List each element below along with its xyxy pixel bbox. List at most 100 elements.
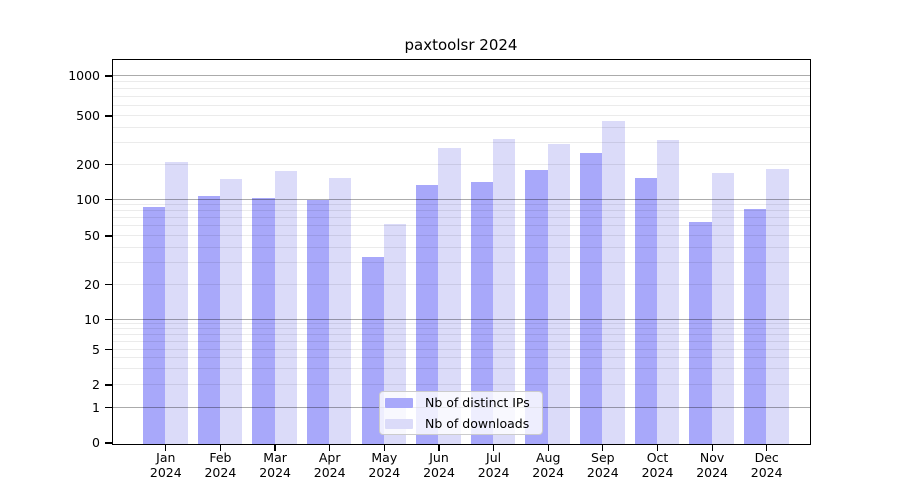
x-tick-feb bbox=[219, 444, 222, 451]
plot-area bbox=[111, 58, 811, 445]
x-tick-label-feb: Feb 2024 bbox=[204, 450, 237, 480]
y-tick-label-200: 200 bbox=[76, 156, 100, 172]
bar-distinct-ips-nov bbox=[689, 221, 712, 444]
y-tick-label-100: 100 bbox=[76, 191, 100, 207]
gridline-minor-70 bbox=[112, 217, 810, 219]
x-tick-jan bbox=[165, 444, 167, 451]
y-tick-100 bbox=[104, 198, 113, 201]
gridline-minor-5 bbox=[112, 348, 810, 350]
gridline-minor-80 bbox=[112, 210, 810, 212]
gridline-major-100 bbox=[112, 198, 810, 200]
gridline-minor-7 bbox=[112, 333, 810, 335]
x-tick-label-may: May 2024 bbox=[368, 450, 401, 480]
y-tick-label-2: 2 bbox=[92, 377, 100, 392]
bar-downloads-jan bbox=[165, 162, 188, 444]
bar-distinct-ips-jan bbox=[143, 207, 166, 444]
bar-downloads-apr bbox=[329, 177, 352, 444]
chart-title: paxtoolsr 2024 bbox=[404, 36, 518, 54]
x-tick-label-dec: Dec 2024 bbox=[750, 450, 783, 480]
y-tick-label-5: 5 bbox=[92, 341, 100, 357]
legend: Nb of distinct IPs Nb of downloads bbox=[379, 391, 543, 435]
x-tick-sep bbox=[602, 444, 604, 451]
legend-label-downloads: Nb of downloads bbox=[425, 416, 530, 431]
y-tick-200 bbox=[104, 163, 113, 166]
x-tick-label-sep: Sep 2024 bbox=[586, 450, 619, 480]
y-tick-label-50: 50 bbox=[84, 228, 100, 243]
x-tick-label-mar: Mar 2024 bbox=[259, 450, 291, 480]
gridline-minor-400 bbox=[112, 126, 810, 128]
y-tick-label-1: 1 bbox=[92, 399, 100, 415]
y-tick-1000 bbox=[104, 75, 113, 77]
bar-downloads-oct bbox=[656, 140, 680, 444]
x-tick-label-jul: Jul 2024 bbox=[477, 450, 510, 480]
gridline-major-1000 bbox=[112, 75, 810, 76]
legend-row-distinct-ips: Nb of distinct IPs bbox=[385, 394, 542, 411]
bar-distinct-ips-jul bbox=[470, 182, 494, 444]
x-tick-apr bbox=[329, 444, 331, 451]
bar-downloads-nov bbox=[711, 172, 734, 444]
y-tick-500 bbox=[104, 115, 113, 117]
x-tick-aug bbox=[547, 444, 549, 451]
gridline-major-10 bbox=[112, 318, 810, 320]
bar-downloads-feb bbox=[219, 178, 243, 444]
gridline-minor-8 bbox=[112, 328, 810, 330]
gridline-minor-6 bbox=[112, 340, 810, 342]
x-tick-jun bbox=[438, 444, 440, 451]
gridline-minor-300 bbox=[112, 142, 810, 143]
legend-swatch-distinct-ips bbox=[385, 397, 413, 408]
x-tick-oct bbox=[656, 444, 659, 451]
gridline-minor-700 bbox=[112, 95, 810, 97]
bar-distinct-ips-dec bbox=[743, 208, 767, 444]
bar-distinct-ips-may bbox=[361, 256, 384, 444]
gridline-minor-2 bbox=[112, 384, 810, 385]
gridline-minor-500 bbox=[112, 115, 810, 116]
bar-downloads-sep bbox=[602, 120, 625, 444]
gridline-minor-4 bbox=[112, 357, 810, 359]
y-tick-label-20: 20 bbox=[84, 276, 100, 292]
bar-downloads-mar bbox=[274, 170, 297, 444]
x-tick-mar bbox=[274, 444, 276, 451]
y-tick-label-0: 0 bbox=[92, 435, 100, 450]
y-tick-20 bbox=[104, 283, 113, 286]
gridline-minor-40 bbox=[112, 246, 810, 248]
x-tick-label-jun: Jun 2024 bbox=[423, 450, 455, 480]
legend-swatch-downloads bbox=[385, 418, 413, 429]
gridline-minor-20 bbox=[112, 283, 810, 285]
bar-distinct-ips-oct bbox=[634, 177, 657, 444]
bar-downloads-jul bbox=[493, 139, 516, 444]
gridline-minor-60 bbox=[112, 225, 810, 227]
y-tick-label-10: 10 bbox=[84, 311, 100, 327]
legend-label-distinct-ips: Nb of distinct IPs bbox=[425, 395, 530, 410]
bar-distinct-ips-apr bbox=[306, 200, 330, 444]
y-tick-0 bbox=[104, 442, 113, 444]
bar-distinct-ips-feb bbox=[197, 196, 220, 444]
bar-distinct-ips-aug bbox=[525, 170, 548, 444]
gridline-minor-3 bbox=[112, 368, 810, 370]
gridline-minor-200 bbox=[112, 163, 810, 165]
x-tick-label-nov: Nov 2024 bbox=[696, 450, 728, 480]
bar-distinct-ips-jun bbox=[416, 184, 439, 444]
bar-distinct-ips-mar bbox=[252, 198, 275, 444]
gridline-minor-30 bbox=[112, 262, 810, 263]
gridline-minor-800 bbox=[112, 87, 810, 89]
bar-downloads-dec bbox=[766, 168, 789, 444]
bar-distinct-ips-sep bbox=[580, 153, 603, 444]
y-tick-label-500: 500 bbox=[76, 108, 100, 123]
y-tick-label-1000: 1000 bbox=[68, 68, 100, 83]
gridline-minor-600 bbox=[112, 104, 810, 106]
y-tick-50 bbox=[104, 235, 113, 237]
x-tick-nov bbox=[711, 444, 713, 451]
y-tick-2 bbox=[104, 384, 113, 386]
y-tick-1 bbox=[104, 406, 113, 409]
bar-downloads-aug bbox=[547, 143, 570, 444]
gridline-minor-900 bbox=[112, 81, 810, 83]
x-tick-dec bbox=[766, 444, 768, 451]
legend-row-downloads: Nb of downloads bbox=[385, 415, 542, 432]
x-tick-may bbox=[383, 444, 385, 451]
gridline-minor-9 bbox=[112, 323, 810, 325]
x-tick-jul bbox=[492, 444, 495, 451]
x-tick-label-apr: Apr 2024 bbox=[313, 450, 346, 480]
x-tick-label-aug: Aug 2024 bbox=[532, 450, 565, 480]
y-tick-5 bbox=[104, 348, 113, 351]
